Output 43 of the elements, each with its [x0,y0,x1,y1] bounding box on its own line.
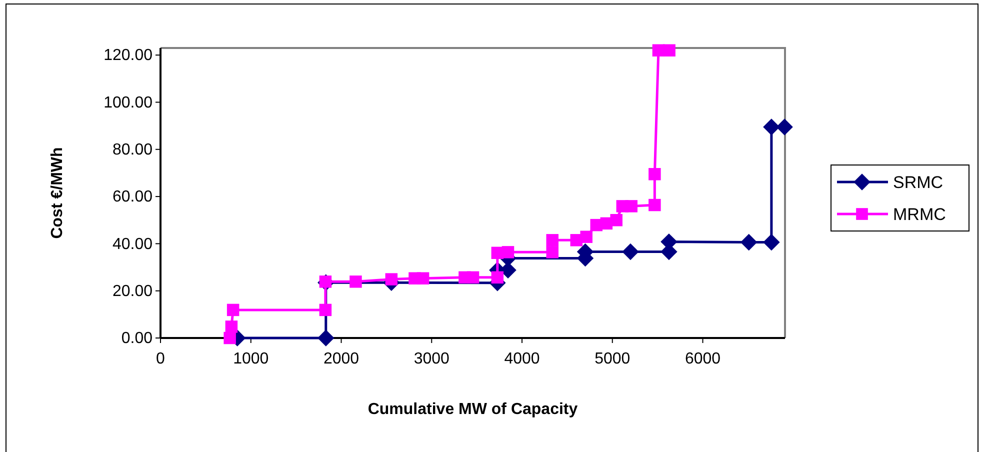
point [648,168,661,180]
point [580,230,592,243]
point [225,320,238,333]
point [663,44,676,56]
point [416,272,430,284]
x-tick-label: 4000 [504,350,540,368]
point [763,118,780,136]
point [385,273,398,286]
point [319,276,332,288]
point [350,276,362,288]
y-tick-label: 40.00 [112,236,153,253]
y-axis-title: Cost €/MWh [49,147,66,239]
legend-label: MRMC [893,205,946,224]
x-tick-label: 5000 [594,350,630,368]
x-tick-label: 6000 [684,350,721,368]
point [224,332,236,344]
point [546,234,558,246]
x-tick-label: 3000 [414,350,450,368]
point [763,234,780,251]
point [491,271,504,284]
point [466,271,480,284]
point [502,246,514,258]
y-tick-label: 20.00 [112,282,153,300]
y-tick-label: 60.00 [112,188,153,206]
point [776,118,793,136]
point [610,214,622,226]
point [318,330,334,346]
x-tick-label: 2000 [323,350,360,368]
x-axis-title: Cumulative MW of Capacity [368,401,578,418]
x-tick-label: 0 [156,350,166,368]
y-tick-label: 80.00 [112,142,153,158]
point [319,304,332,316]
point [740,234,758,251]
point [648,198,661,212]
point [622,243,639,260]
y-tick-label: 100.00 [104,94,153,112]
x-tick-label: 1000 [233,350,269,368]
point [546,246,558,258]
legend-label: SRMC [893,173,944,192]
point [226,304,240,316]
y-tick-label: 120.00 [104,47,153,64]
point [625,200,638,212]
y-tick-label: 0.00 [121,330,153,348]
